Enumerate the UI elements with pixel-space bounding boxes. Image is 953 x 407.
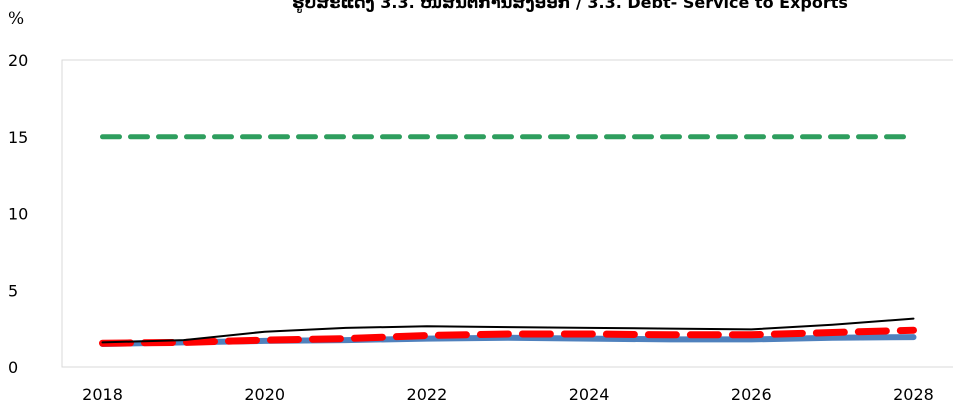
series-line-2 bbox=[99, 326, 917, 347]
y-axis: 0 5 10 15 20 bbox=[8, 51, 28, 377]
y-tick-label: 5 bbox=[8, 281, 18, 300]
y-tick-label: 0 bbox=[8, 358, 18, 377]
series-layer bbox=[99, 134, 917, 347]
x-tick-label: 2022 bbox=[407, 385, 448, 404]
series-line-1 bbox=[99, 334, 917, 347]
y-tick-label: 15 bbox=[8, 128, 28, 147]
x-tick-label: 2024 bbox=[569, 385, 610, 404]
y-tick-label: 20 bbox=[8, 51, 28, 70]
plot-area bbox=[61, 59, 953, 368]
chart-title: ຮູບສະແດງ 3.3. ໜີ້ສິນຕໍ່ການສົ່ງອອກ / 3.3.… bbox=[292, 0, 848, 14]
y-axis-unit: % bbox=[8, 9, 24, 29]
series-line-3 bbox=[101, 317, 915, 344]
x-tick-label: 2026 bbox=[731, 385, 772, 404]
y-tick-label: 10 bbox=[8, 205, 28, 224]
x-tick-label: 2028 bbox=[893, 385, 934, 404]
x-axis: 2018 2020 2022 2024 2026 2028 bbox=[82, 385, 934, 404]
x-tick-label: 2020 bbox=[244, 385, 285, 404]
x-tick-label: 2018 bbox=[82, 385, 123, 404]
